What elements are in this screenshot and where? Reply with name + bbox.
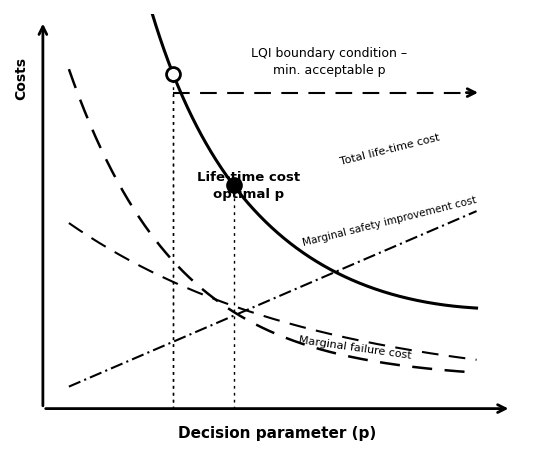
Text: Life-time cost
optimal p: Life-time cost optimal p	[197, 171, 301, 201]
Text: Marginal failure cost: Marginal failure cost	[298, 335, 412, 360]
Text: Costs: Costs	[14, 57, 28, 100]
Text: Marginal safety improvement cost: Marginal safety improvement cost	[302, 195, 478, 248]
Text: Total life-time cost: Total life-time cost	[339, 133, 441, 168]
Text: LQI boundary condition –
min. acceptable p: LQI boundary condition – min. acceptable…	[251, 47, 407, 77]
Text: Decision parameter (p): Decision parameter (p)	[178, 426, 376, 441]
